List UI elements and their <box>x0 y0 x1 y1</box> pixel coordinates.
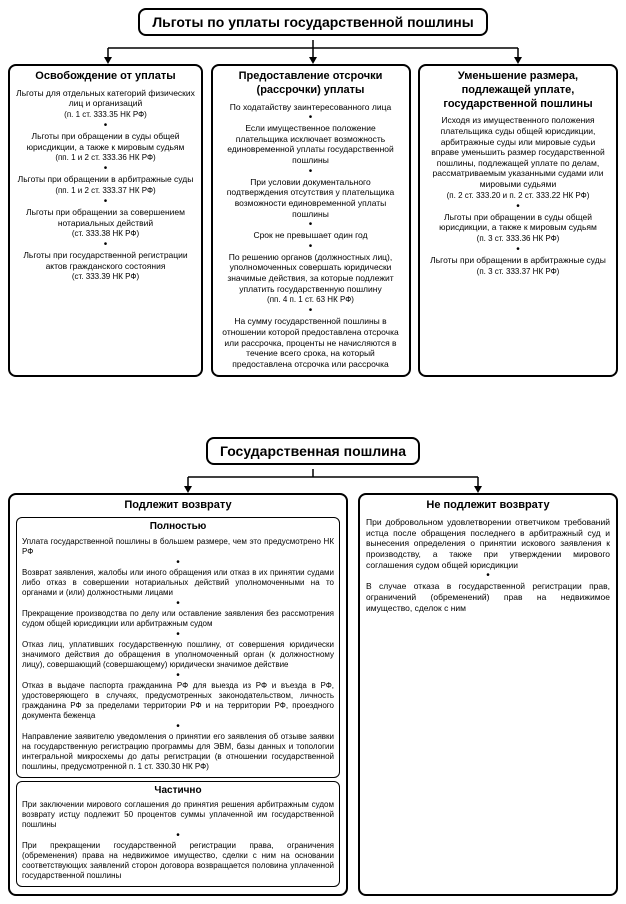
list-item: При условии документального подтверждени… <box>219 177 403 220</box>
list-item: Льготы при обращении в суды общей юрисди… <box>426 212 610 244</box>
bullet-icon: • <box>426 203 610 210</box>
bullet-icon: • <box>426 246 610 253</box>
bullet-icon: • <box>366 572 610 579</box>
diagram1-columns: Освобождение от уплаты Льготы для отдель… <box>8 64 618 377</box>
item-ref: (пп. 1 и 2 ст. 333.36 НК РФ) <box>55 153 155 162</box>
bullet-icon: • <box>22 631 334 638</box>
list-item: Льготы при обращении в арбитражные суды (… <box>16 174 195 196</box>
list-item: Льготы при обращении за совершением нота… <box>16 207 195 239</box>
item-ref: (п. 3 ст. 333.36 НК РФ) <box>477 234 560 243</box>
bullet-icon: • <box>22 672 334 679</box>
bullet-icon: • <box>16 165 195 172</box>
list-item: По решению органов (должностных лиц), уп… <box>219 252 403 306</box>
diagram1-title-row: Льготы по уплаты государственной пошлины <box>8 8 618 36</box>
col-heading: Уменьшение размера, подлежащей уплате, г… <box>426 70 610 111</box>
item-ref: (пп. 1 и 2 ст. 333.37 НК РФ) <box>55 186 155 195</box>
bullet-icon: • <box>22 559 334 566</box>
item-text: На сумму государственной пошлины в отнош… <box>222 316 398 369</box>
bullet-icon: • <box>16 122 195 129</box>
diagram1-title: Льготы по уплаты государственной пошлины <box>138 8 487 36</box>
connector-svg-2 <box>8 469 618 493</box>
diagram2-title: Государственная пошлина <box>206 437 420 465</box>
bullet-icon: • <box>16 198 195 205</box>
item-ref: (ст. 333.39 НК РФ) <box>72 272 139 281</box>
col-heading: Освобождение от уплаты <box>16 70 195 84</box>
bullet-icon: • <box>22 723 334 730</box>
list-item: На сумму государственной пошлины в отнош… <box>219 316 403 369</box>
list-item: Льготы при государственной регистрации а… <box>16 250 195 282</box>
list-item: Исходя из имущественного положения плате… <box>426 115 610 200</box>
item-text: Льготы при государственной регистрации а… <box>23 250 187 271</box>
list-item: Отказ в выдаче паспорта гражданина РФ дл… <box>22 681 334 721</box>
item-text: По решению органов (должностных лиц), уп… <box>227 252 393 294</box>
item-ref: (п. 1 ст. 333.35 НК РФ) <box>64 110 147 119</box>
subbox-full: Полностью Уплата государственной пошлины… <box>16 517 340 778</box>
list-item: Направление заявителю уведомления о прин… <box>22 732 334 772</box>
list-item: Отказ лиц, уплативших государственную по… <box>22 640 334 670</box>
list-item: При добровольном удовлетворении ответчик… <box>366 517 610 570</box>
list-item: Прекращение производства по делу или ост… <box>22 609 334 629</box>
list-item: При прекращении государственной регистра… <box>22 841 334 881</box>
list-item: Льготы при обращении в суды общей юрисди… <box>16 131 195 163</box>
item-text: При условии документального подтверждени… <box>227 177 394 219</box>
col-refundable: Подлежит возврату Полностью Уплата госуд… <box>8 493 348 896</box>
list-item: Льготы для отдельных категорий физически… <box>16 88 195 120</box>
bullet-icon: • <box>22 600 334 607</box>
item-ref: (п. 3 ст. 333.37 НК РФ) <box>477 267 560 276</box>
subbox-partial: Частично При заключении мирового соглаше… <box>16 781 340 888</box>
col-exemption: Освобождение от уплаты Льготы для отдель… <box>8 64 203 377</box>
item-text: Льготы при обращении в суды общей юрисди… <box>27 131 185 152</box>
bullet-icon: • <box>219 114 403 121</box>
col-heading: Не подлежит возврату <box>366 499 610 513</box>
subbox-heading: Полностью <box>22 521 334 534</box>
col-reduction: Уменьшение размера, подлежащей уплате, г… <box>418 64 618 377</box>
item-text: Если имущественное положение плательщика… <box>227 123 394 165</box>
list-item: Льготы при обращении в арбитражные суды (… <box>426 255 610 277</box>
list-item: Срок не превышает один год <box>219 230 403 241</box>
col-heading: Предоставление отсрочки (рассрочки) упла… <box>219 70 403 98</box>
list-item: Уплата государственной пошлины в большем… <box>22 537 334 557</box>
item-text: Льготы при обращении за совершением нота… <box>26 207 185 228</box>
item-text: Льготы при обращении в арбитражные суды <box>430 255 606 265</box>
item-text: Льготы при обращении в арбитражные суды <box>18 174 194 184</box>
item-ref: (пп. 4 п. 1 ст. 63 НК РФ) <box>267 295 354 304</box>
subbox-heading: Частично <box>22 785 334 798</box>
bullet-icon: • <box>16 241 195 248</box>
list-item: В случае отказа в государственной регист… <box>366 581 610 613</box>
diagram2-title-row: Государственная пошлина <box>8 437 618 465</box>
item-ref: (ст. 333.38 НК РФ) <box>72 229 139 238</box>
col-heading: Подлежит возврату <box>16 499 340 513</box>
bullet-icon: • <box>219 243 403 250</box>
bullet-icon: • <box>219 307 403 314</box>
list-item: Возврат заявления, жалобы или иного обра… <box>22 568 334 598</box>
item-text: Льготы для отдельных категорий физически… <box>16 88 195 109</box>
bullet-icon: • <box>22 832 334 839</box>
list-item: При заключении мирового соглашения до пр… <box>22 800 334 830</box>
list-item: Если имущественное положение плательщика… <box>219 123 403 166</box>
col-deferral: Предоставление отсрочки (рассрочки) упла… <box>211 64 411 377</box>
item-ref: (п. 2 ст. 333.20 и п. 2 ст. 333.22 НК РФ… <box>447 191 590 200</box>
item-text: Льготы при обращении в суды общей юрисди… <box>439 212 597 233</box>
connector-svg-1 <box>8 40 618 64</box>
col-non-refundable: Не подлежит возврату При добровольном уд… <box>358 493 618 896</box>
bullet-icon: • <box>219 221 403 228</box>
item-text: Исходя из имущественного положения плате… <box>431 115 605 189</box>
diagram2-columns: Подлежит возврату Полностью Уплата госуд… <box>8 493 618 896</box>
item-text: По ходатайству заинтересованного лица <box>230 102 391 112</box>
bullet-icon: • <box>219 168 403 175</box>
list-item: По ходатайству заинтересованного лица <box>219 102 403 113</box>
item-text: Срок не превышает один год <box>253 230 367 240</box>
